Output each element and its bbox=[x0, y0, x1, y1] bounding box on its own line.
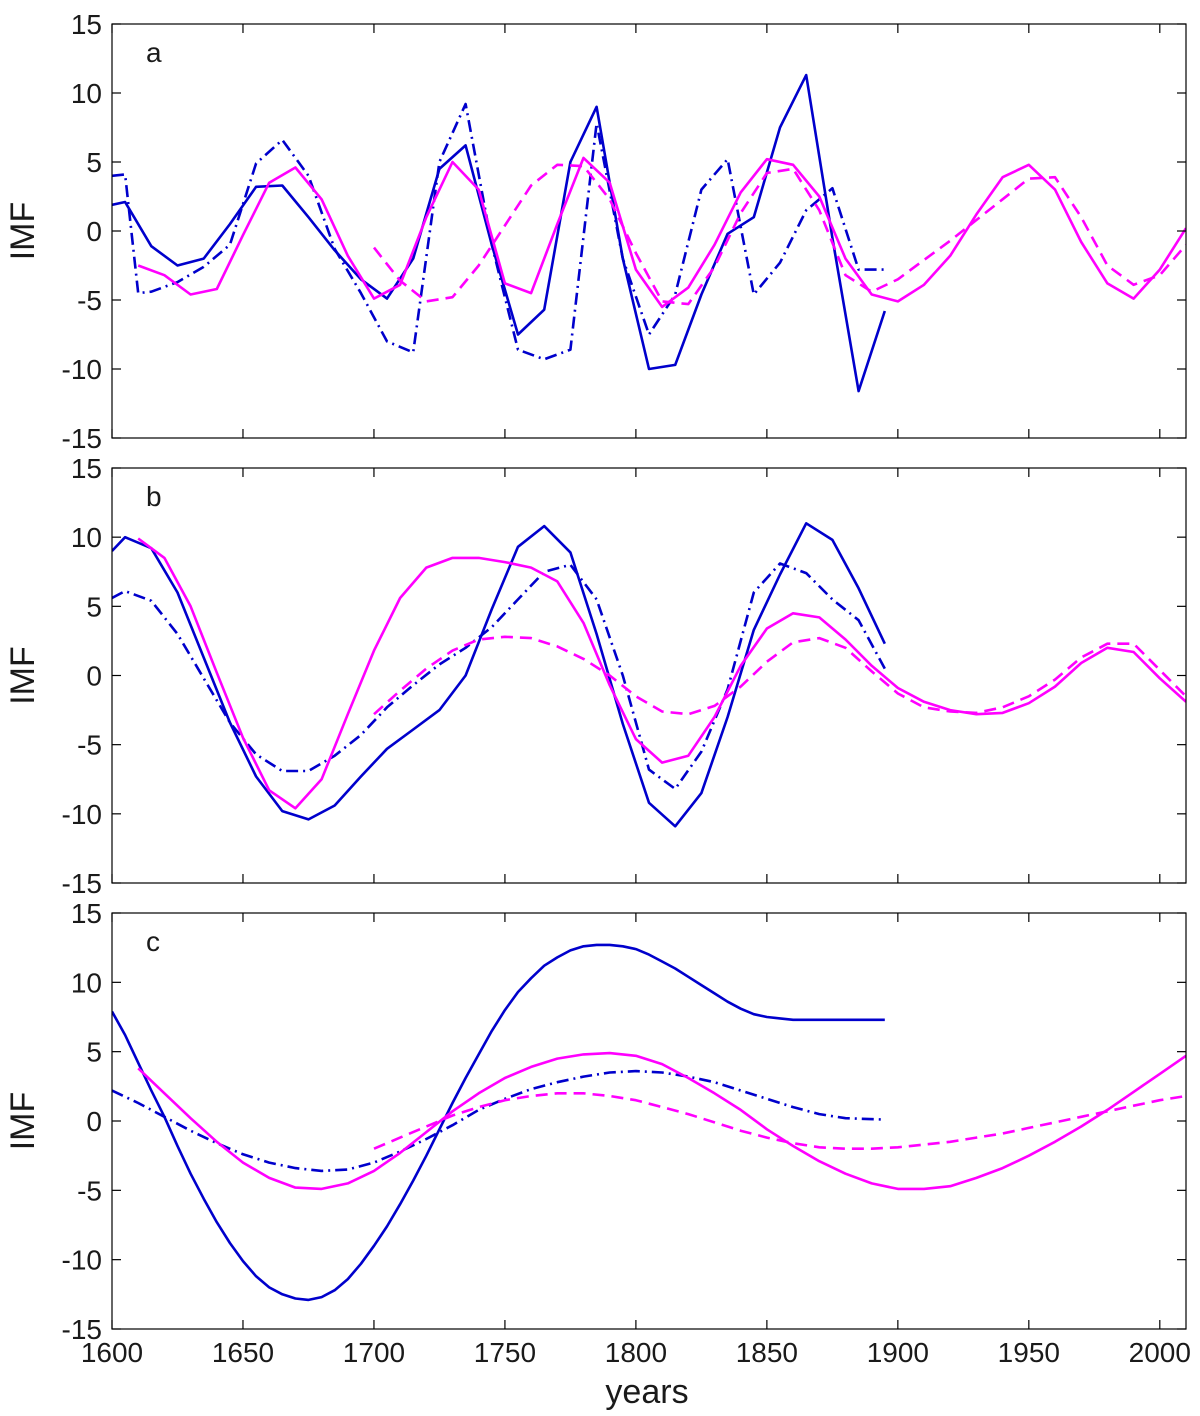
y-tick-label: 10 bbox=[71, 967, 102, 998]
x-tick-label: 1700 bbox=[343, 1337, 405, 1368]
series-solid-magenta-line bbox=[137, 1051, 1186, 1191]
panel-c: -15 -10 -5 0 5 10 15 1600 1650 1700 1750 1800 1850 19… bbox=[4, 898, 1191, 1368]
series-group bbox=[112, 943, 1186, 1302]
x-tick-label: 1950 bbox=[998, 1337, 1060, 1368]
series-solid-magenta-line bbox=[137, 537, 1186, 810]
y-tick-label: -5 bbox=[77, 285, 102, 316]
panels: -15-10-5051015IMFa-15-10-5051015IMFb-15-… bbox=[4, 9, 1191, 1368]
x-tick-label: 1800 bbox=[605, 1337, 667, 1368]
series-solid-blue-line bbox=[112, 943, 885, 1302]
y-tick-label: 5 bbox=[86, 1037, 102, 1068]
y-tick-label: -15 bbox=[62, 1314, 102, 1345]
y-tick-label: -10 bbox=[62, 354, 102, 385]
panel-a: -15 -10 -5 0 5 10 15 IMF a bbox=[4, 9, 1187, 454]
y-tick-label: 10 bbox=[71, 78, 102, 109]
panel-label: c bbox=[146, 926, 160, 957]
x-tick-label: 1650 bbox=[212, 1337, 274, 1368]
y-tick-label: -15 bbox=[62, 423, 102, 454]
y-tick-label: 0 bbox=[86, 216, 102, 247]
series-dashdot-blue-line bbox=[112, 562, 886, 791]
series-dashdot-blue-line bbox=[112, 102, 885, 361]
y-tick-label: 5 bbox=[86, 591, 102, 622]
panel-label: b bbox=[146, 481, 162, 512]
plot-frame bbox=[111, 912, 1187, 1330]
y-axis-label: IMF bbox=[4, 202, 42, 261]
plot-frame bbox=[111, 467, 1187, 884]
x-axis-label: years bbox=[605, 1373, 688, 1411]
panel-b: -15 -10 -5 0 5 10 15 IMF b bbox=[4, 453, 1187, 899]
series-dashed-magenta-line bbox=[372, 163, 1186, 306]
y-axis-label: IMF bbox=[4, 1092, 42, 1151]
series-group bbox=[112, 73, 1186, 393]
series-dashed-magenta-line bbox=[373, 635, 1186, 716]
y-tick-label: 10 bbox=[71, 522, 102, 553]
x-tick-label: 1850 bbox=[736, 1337, 798, 1368]
x-tick-label: 1900 bbox=[867, 1337, 929, 1368]
y-tick-label: -5 bbox=[77, 1175, 102, 1206]
y-tick-label: -10 bbox=[62, 799, 102, 830]
y-tick-label: -15 bbox=[62, 868, 102, 899]
y-tick-label: 0 bbox=[86, 661, 102, 692]
y-tick-label: -5 bbox=[77, 730, 102, 761]
y-tick-label: 15 bbox=[71, 9, 102, 40]
plot-frame bbox=[111, 23, 1187, 439]
y-tick-label: 15 bbox=[71, 453, 102, 484]
series-solid-blue-line bbox=[112, 522, 886, 828]
y-tick-label: -10 bbox=[62, 1245, 102, 1276]
x-tick-label: 1600 bbox=[81, 1337, 143, 1368]
panel-label: a bbox=[146, 37, 162, 68]
y-tick-label: 15 bbox=[71, 898, 102, 929]
x-tick-label: 1750 bbox=[474, 1337, 536, 1368]
y-tick-label: 5 bbox=[86, 147, 102, 178]
series-dashdot-blue-line bbox=[112, 1069, 885, 1173]
series-solid-magenta-line bbox=[137, 156, 1186, 309]
y-axis-label: IMF bbox=[4, 646, 42, 705]
y-tick-label: 0 bbox=[86, 1106, 102, 1137]
series-dashed-magenta-line bbox=[373, 1092, 1186, 1150]
x-tick-label: 2000 bbox=[1129, 1337, 1191, 1368]
series-group bbox=[112, 522, 1186, 828]
